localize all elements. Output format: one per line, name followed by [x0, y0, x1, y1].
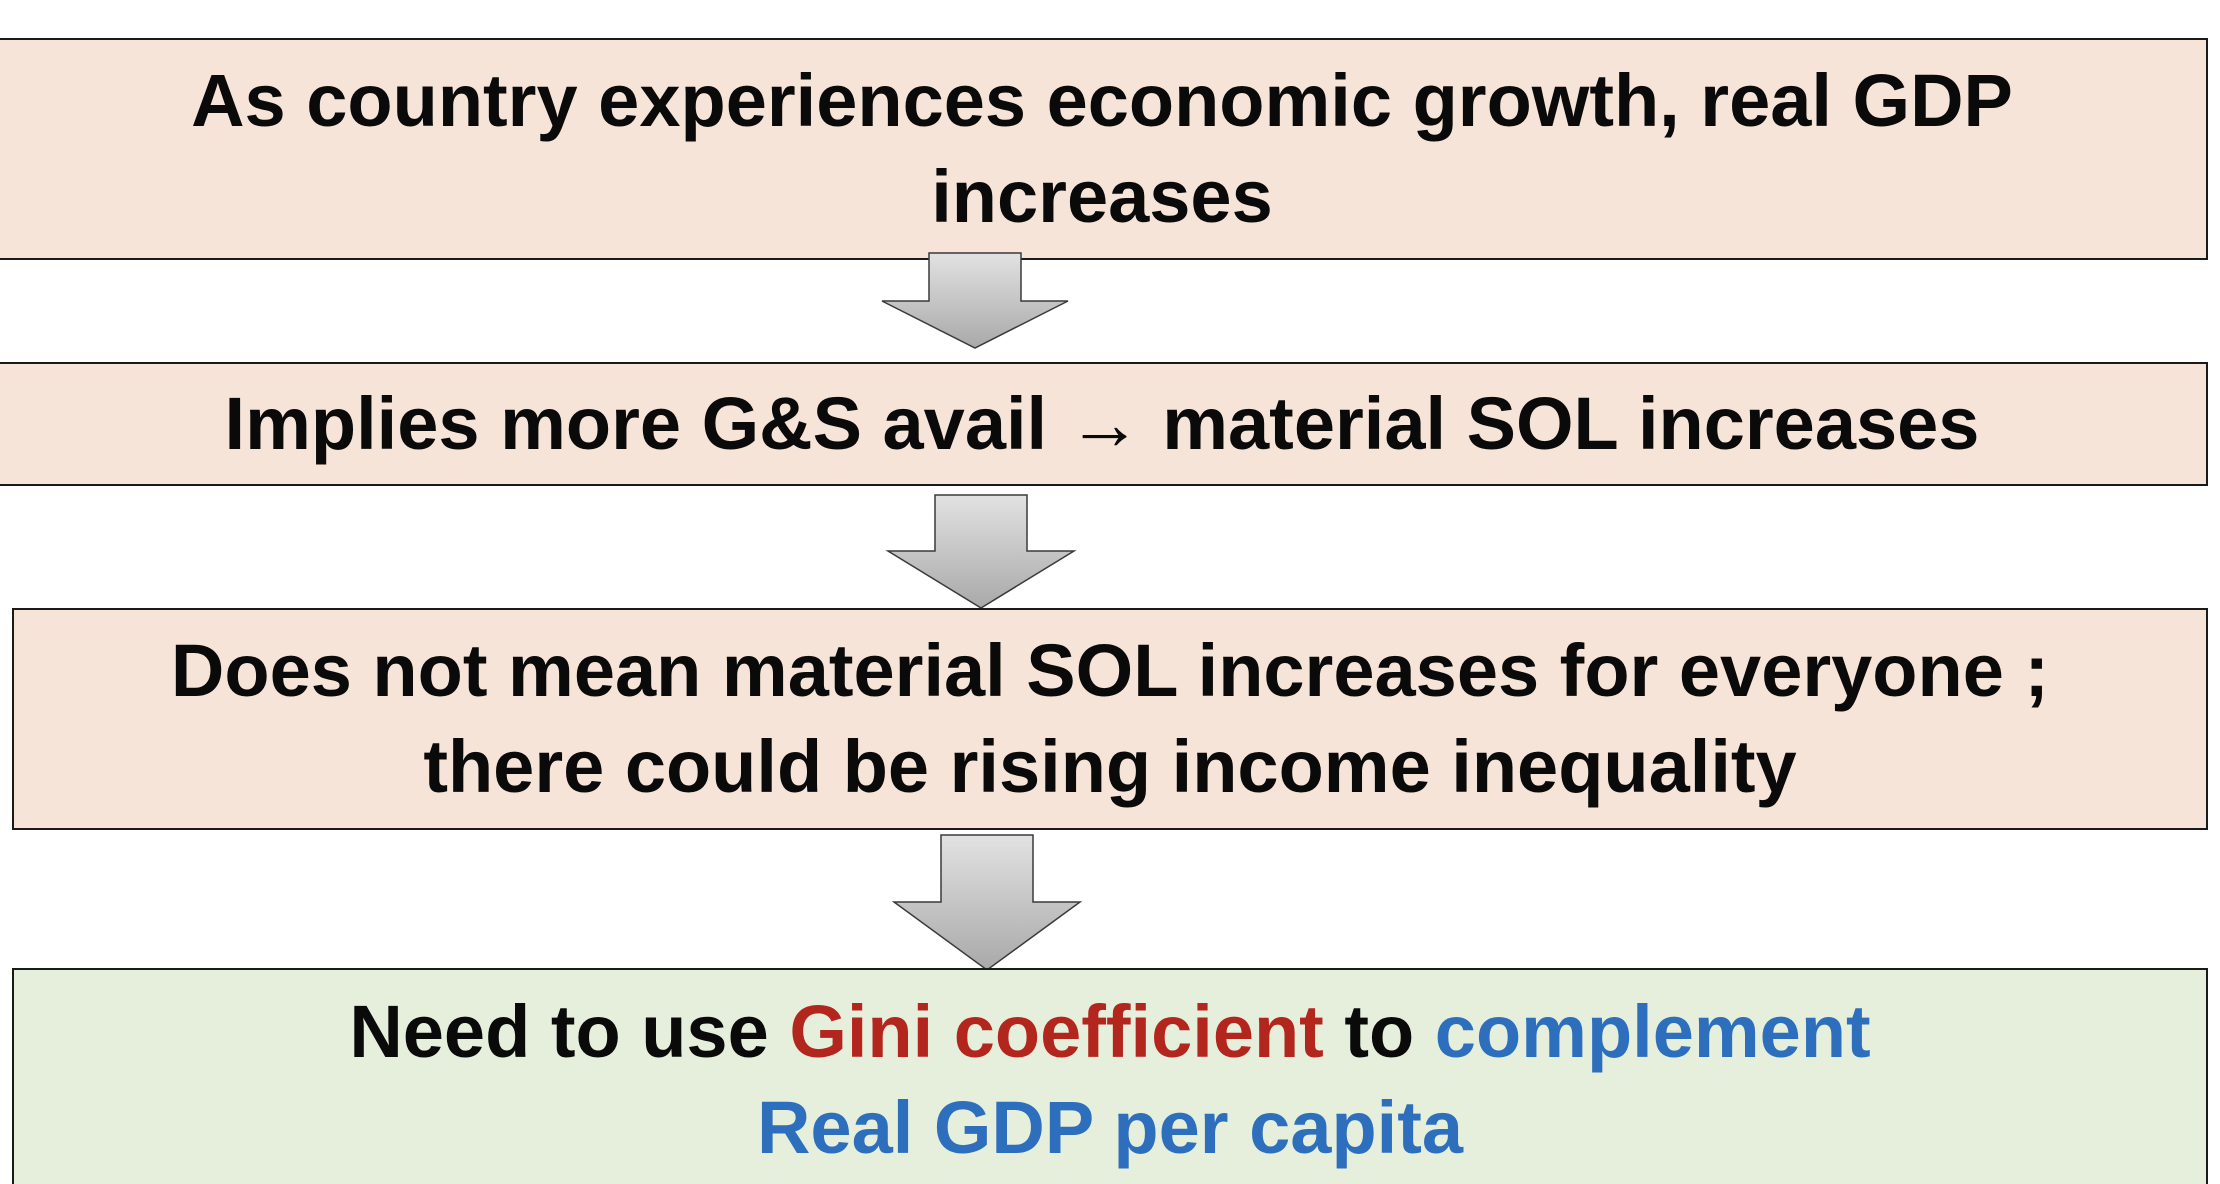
step-1-line-2: increases	[931, 155, 1273, 238]
conclusion-box: Need to use Gini coefficient to compleme…	[12, 968, 2208, 1184]
gini-coefficient-highlight: Gini coefficient	[789, 990, 1324, 1073]
step-box-2: Implies more G&S avail → material SOL in…	[0, 362, 2208, 486]
conclusion-text-1: Need to use	[349, 990, 790, 1073]
down-arrow-icon	[881, 252, 1069, 349]
step-3-line-1: Does not mean material SOL increases for…	[170, 629, 2050, 712]
conclusion-line-1: Need to use Gini coefficient to compleme…	[349, 984, 1870, 1080]
down-arrow-icon	[885, 494, 1077, 609]
complement-highlight: complement	[1434, 990, 1871, 1073]
step-1-line-1: As country experiences economic growth, …	[191, 59, 2013, 142]
step-2-line-1: Implies more G&S avail → material SOL in…	[224, 382, 1980, 465]
real-gdp-per-capita-highlight: Real GDP per capita	[756, 1086, 1464, 1169]
step-3-line-2: there could be rising income inequality	[423, 725, 1797, 808]
conclusion-text-3: to	[1323, 990, 1435, 1073]
down-arrow-icon	[891, 834, 1083, 971]
step-box-3: Does not mean material SOL increases for…	[12, 608, 2208, 830]
step-box-1: As country experiences economic growth, …	[0, 38, 2208, 260]
